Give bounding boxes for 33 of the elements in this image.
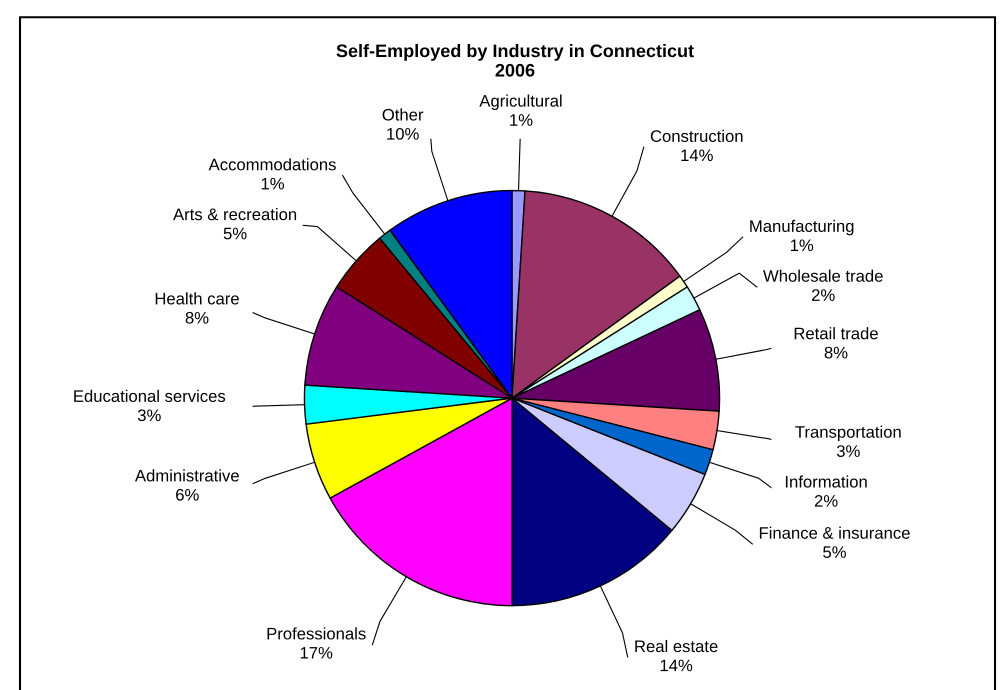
- data-label: 14%: [681, 149, 713, 162]
- data-label: 10%: [387, 128, 419, 140]
- data-label: 6%: [176, 488, 199, 501]
- data-label: 17%: [300, 646, 332, 659]
- data-label: 3%: [138, 409, 161, 422]
- slice-label: Transportation: [795, 426, 901, 442]
- data-label: 8%: [186, 312, 208, 324]
- data-label: 5%: [823, 546, 846, 558]
- slice-label: Retail trade: [794, 327, 878, 340]
- data-label: 3%: [836, 445, 860, 457]
- slice-label: Professionals: [268, 627, 366, 640]
- data-label: 8%: [824, 346, 848, 359]
- data-label: 2%: [814, 495, 838, 507]
- slice-label: Educational services: [74, 390, 226, 402]
- chart-title: Self-Employed by Industry in Connecticut 2006: [336, 44, 694, 77]
- data-label: 1%: [510, 114, 532, 126]
- data-label: 1%: [262, 178, 284, 190]
- data-label: 5%: [224, 228, 247, 240]
- slice-label: Administrative: [134, 469, 239, 482]
- data-label: 2%: [812, 289, 835, 301]
- slice-label: Other: [382, 108, 424, 121]
- slice-label: Arts & recreation: [173, 208, 296, 220]
- slice-label: Real estate: [635, 640, 718, 652]
- slice-label: Wholesale trade: [763, 270, 883, 282]
- data-label: 14%: [660, 660, 692, 672]
- slice-label: Manufacturing: [750, 220, 854, 236]
- slice-label: Construction: [650, 130, 742, 142]
- slice-label: Accommodations: [208, 158, 336, 170]
- slice-label: Information: [786, 475, 867, 488]
- slice-label: Agricultural: [479, 94, 562, 110]
- data-label: 1%: [790, 239, 814, 252]
- slice-label: Finance & insurance: [760, 526, 910, 539]
- slice-label: Health care: [156, 292, 239, 305]
